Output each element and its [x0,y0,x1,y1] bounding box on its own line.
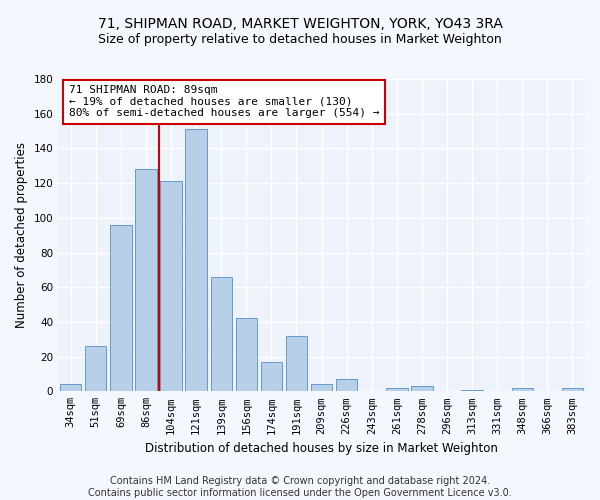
Bar [311,384,332,392]
Bar [386,388,407,392]
Bar [286,336,307,392]
Bar [512,388,533,392]
Bar [461,390,483,392]
Bar [136,169,157,392]
Bar [185,130,207,392]
Text: Contains HM Land Registry data © Crown copyright and database right 2024.
Contai: Contains HM Land Registry data © Crown c… [88,476,512,498]
Bar [236,318,257,392]
Text: 71, SHIPMAN ROAD, MARKET WEIGHTON, YORK, YO43 3RA: 71, SHIPMAN ROAD, MARKET WEIGHTON, YORK,… [98,18,502,32]
Text: 71 SHIPMAN ROAD: 89sqm
← 19% of detached houses are smaller (130)
80% of semi-de: 71 SHIPMAN ROAD: 89sqm ← 19% of detached… [69,85,379,118]
Bar [110,224,131,392]
Bar [211,277,232,392]
Y-axis label: Number of detached properties: Number of detached properties [15,142,28,328]
Bar [160,182,182,392]
Bar [60,384,82,392]
Text: Size of property relative to detached houses in Market Weighton: Size of property relative to detached ho… [98,32,502,46]
Bar [336,379,358,392]
Bar [85,346,106,392]
X-axis label: Distribution of detached houses by size in Market Weighton: Distribution of detached houses by size … [145,442,498,455]
Bar [261,362,282,392]
Bar [411,386,433,392]
Bar [562,388,583,392]
